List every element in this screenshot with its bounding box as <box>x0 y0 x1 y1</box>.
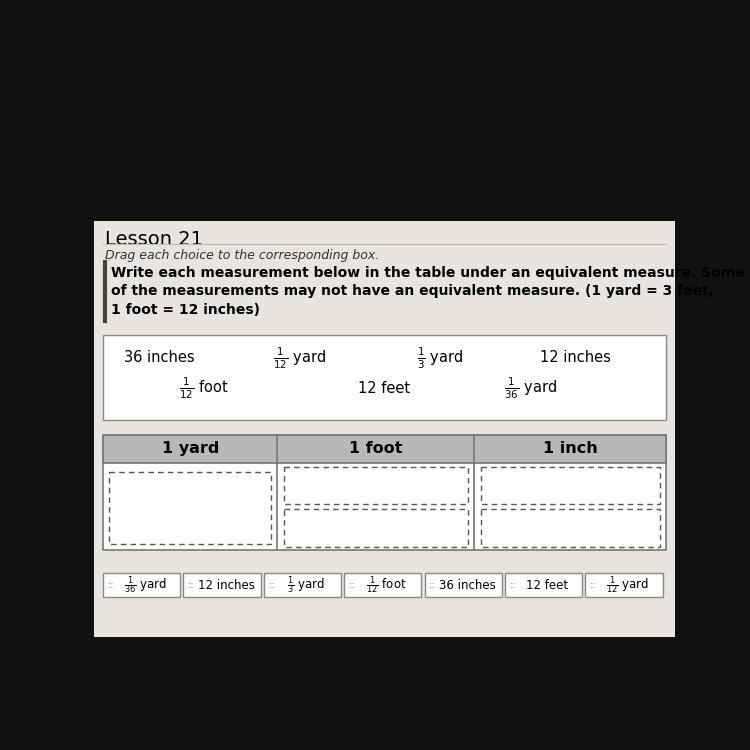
Text: 12 feet: 12 feet <box>358 381 410 396</box>
Bar <box>94 221 675 637</box>
Text: ::: :: <box>509 580 516 590</box>
Text: ::: :: <box>188 580 194 590</box>
Text: ::: :: <box>590 580 596 590</box>
Bar <box>585 573 662 598</box>
Text: $\frac{1}{12}$ yard: $\frac{1}{12}$ yard <box>606 574 650 596</box>
Text: 12 feet: 12 feet <box>526 578 568 592</box>
Text: Drag each choice to the corresponding box.: Drag each choice to the corresponding bo… <box>104 250 379 262</box>
Text: $\frac{1}{36}$ yard: $\frac{1}{36}$ yard <box>504 376 557 401</box>
Text: of the measurements may not have an equivalent measure. (1 yard = 3 feet,: of the measurements may not have an equi… <box>111 284 714 298</box>
Text: 12 inches: 12 inches <box>197 578 254 592</box>
Text: $\frac{1}{36}$ yard: $\frac{1}{36}$ yard <box>124 574 167 596</box>
Text: 36 inches: 36 inches <box>439 578 496 592</box>
Text: $\frac{1}{12}$ foot: $\frac{1}{12}$ foot <box>179 376 230 401</box>
Text: ::: :: <box>349 580 355 590</box>
Text: 1 foot: 1 foot <box>350 441 403 456</box>
Text: ::: :: <box>108 580 114 590</box>
Text: 36 inches: 36 inches <box>124 350 195 365</box>
Text: 1 foot = 12 inches): 1 foot = 12 inches) <box>111 302 260 316</box>
Text: $\frac{1}{3}$ yard: $\frac{1}{3}$ yard <box>418 345 464 370</box>
Bar <box>103 435 666 550</box>
Bar <box>103 334 666 419</box>
Text: Lesson 21: Lesson 21 <box>104 230 202 249</box>
Bar <box>264 573 341 598</box>
Text: 1 yard: 1 yard <box>161 441 219 456</box>
Bar <box>284 466 468 504</box>
Text: ::: :: <box>268 580 275 590</box>
Text: 12 inches: 12 inches <box>540 350 611 365</box>
Bar <box>505 573 582 598</box>
Text: ::: :: <box>429 580 436 590</box>
Text: $\frac{1}{3}$ yard: $\frac{1}{3}$ yard <box>287 574 326 596</box>
Bar <box>284 509 468 547</box>
Bar <box>103 435 666 463</box>
Bar <box>94 637 675 668</box>
Bar <box>344 573 422 598</box>
Text: $\frac{1}{12}$ yard: $\frac{1}{12}$ yard <box>274 345 326 370</box>
Text: $\frac{1}{12}$ foot: $\frac{1}{12}$ foot <box>367 574 407 596</box>
Bar <box>424 573 502 598</box>
Bar <box>184 573 261 598</box>
Bar <box>103 573 180 598</box>
Bar <box>103 435 666 463</box>
Bar <box>481 509 659 547</box>
Bar <box>481 466 659 504</box>
Text: 1 inch: 1 inch <box>543 441 598 456</box>
Text: Write each measurement below in the table under an equivalent measure. Some: Write each measurement below in the tabl… <box>111 266 745 280</box>
Bar <box>110 472 272 544</box>
